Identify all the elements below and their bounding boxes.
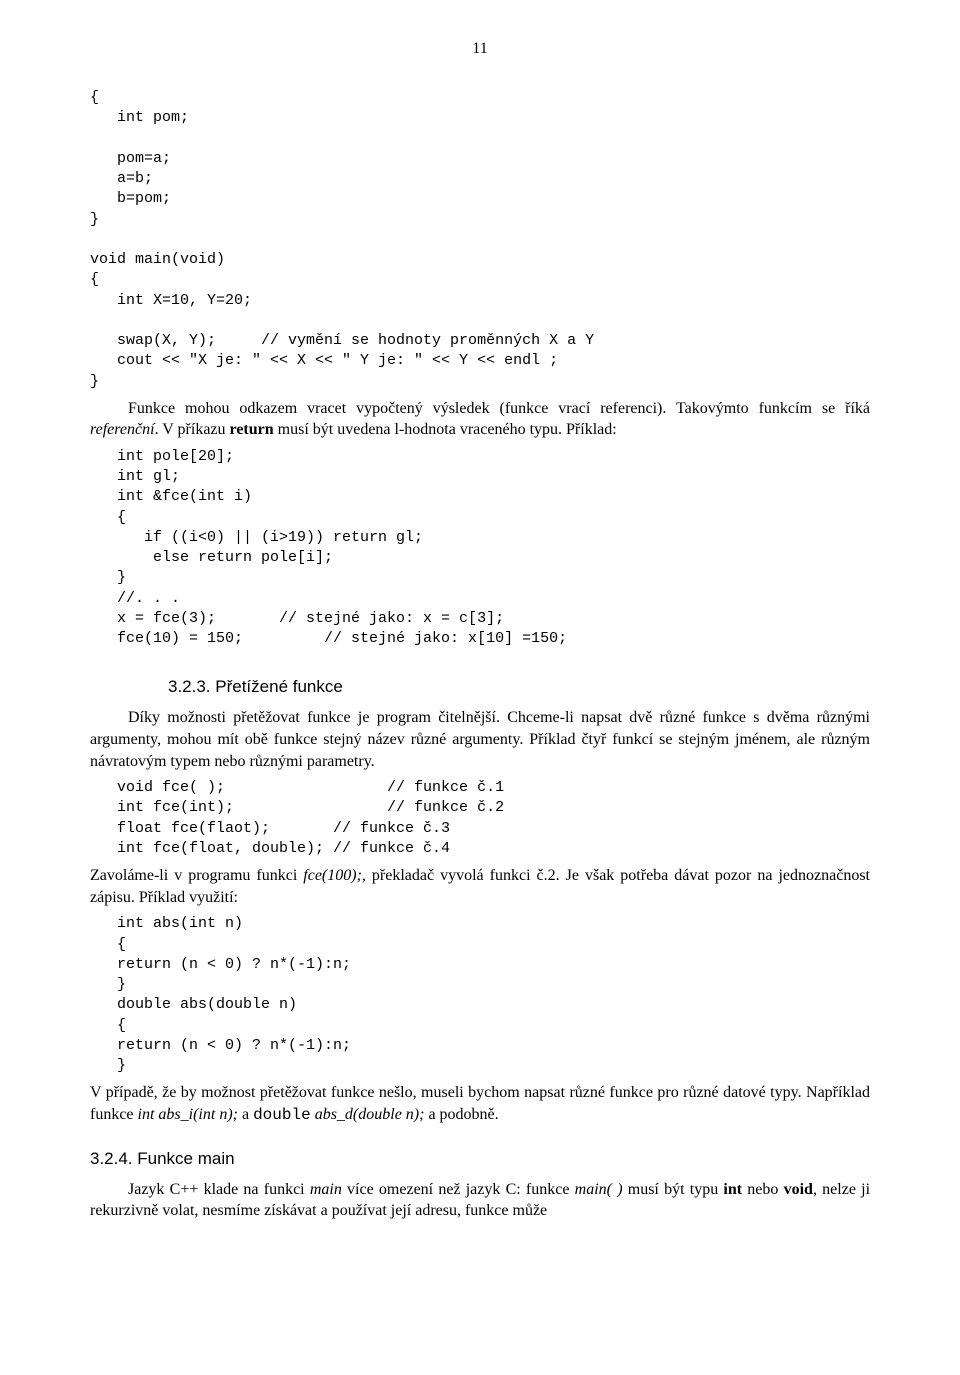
text-bold: int	[723, 1181, 742, 1198]
paragraph-overload-intro: Díky možnosti přetěžovat funkce je progr…	[90, 707, 870, 772]
text-italic: abs_d(double n);	[315, 1106, 425, 1123]
text-italic: referenční	[90, 421, 155, 438]
paragraph-main-function: Jazyk C++ klade na funkci main více omez…	[90, 1179, 870, 1222]
text-code: double	[253, 1106, 311, 1124]
code-block-fce-overloads: void fce( ); // funkce č.1 int fce(int);…	[90, 778, 870, 859]
page-number: 11	[90, 40, 870, 58]
heading-main-function: 3.2.4. Funkce main	[90, 1149, 870, 1169]
text: více omezení než jazyk C: funkce	[342, 1181, 575, 1198]
text: Díky možnosti přetěžovat funkce je progr…	[90, 709, 870, 769]
text: Zavoláme-li v programu funkci	[90, 867, 303, 884]
text-italic: fce(100);	[303, 867, 362, 884]
text-italic: int abs_i(int n);	[138, 1106, 238, 1123]
text: a podobně.	[424, 1106, 498, 1123]
paragraph-reference-functions: Funkce mohou odkazem vracet vypočtený vý…	[90, 398, 870, 441]
text: musí být uvedena l-hodnota vraceného typ…	[274, 421, 617, 438]
text: Jazyk C++ klade na funkci	[128, 1181, 310, 1198]
text: nebo	[742, 1181, 784, 1198]
code-block-fce-reference: int pole[20]; int gl; int &fce(int i) { …	[90, 447, 870, 650]
code-block-swap: { int pom; pom=a; a=b; b=pom; } void mai…	[90, 88, 870, 392]
text-italic: main	[310, 1181, 342, 1198]
document-page: 11 { int pom; pom=a; a=b; b=pom; } void …	[0, 0, 960, 1266]
code-block-abs: int abs(int n) { return (n < 0) ? n*(-1)…	[90, 914, 870, 1076]
text: Funkce mohou odkazem vracet vypočtený vý…	[128, 400, 870, 417]
text: a	[238, 1106, 253, 1123]
paragraph-overload-conclusion: V případě, že by možnost přetěžovat funk…	[90, 1082, 870, 1126]
text: musí být typu	[623, 1181, 724, 1198]
text-italic: main( )	[575, 1181, 623, 1198]
text-bold: void	[784, 1181, 813, 1198]
heading-overloaded-functions: 3.2.3. Přetížené funkce	[168, 677, 870, 697]
text: . V příkazu	[155, 421, 230, 438]
paragraph-overload-call: Zavoláme-li v programu funkci fce(100);,…	[90, 865, 870, 908]
text-bold: return	[230, 421, 274, 438]
